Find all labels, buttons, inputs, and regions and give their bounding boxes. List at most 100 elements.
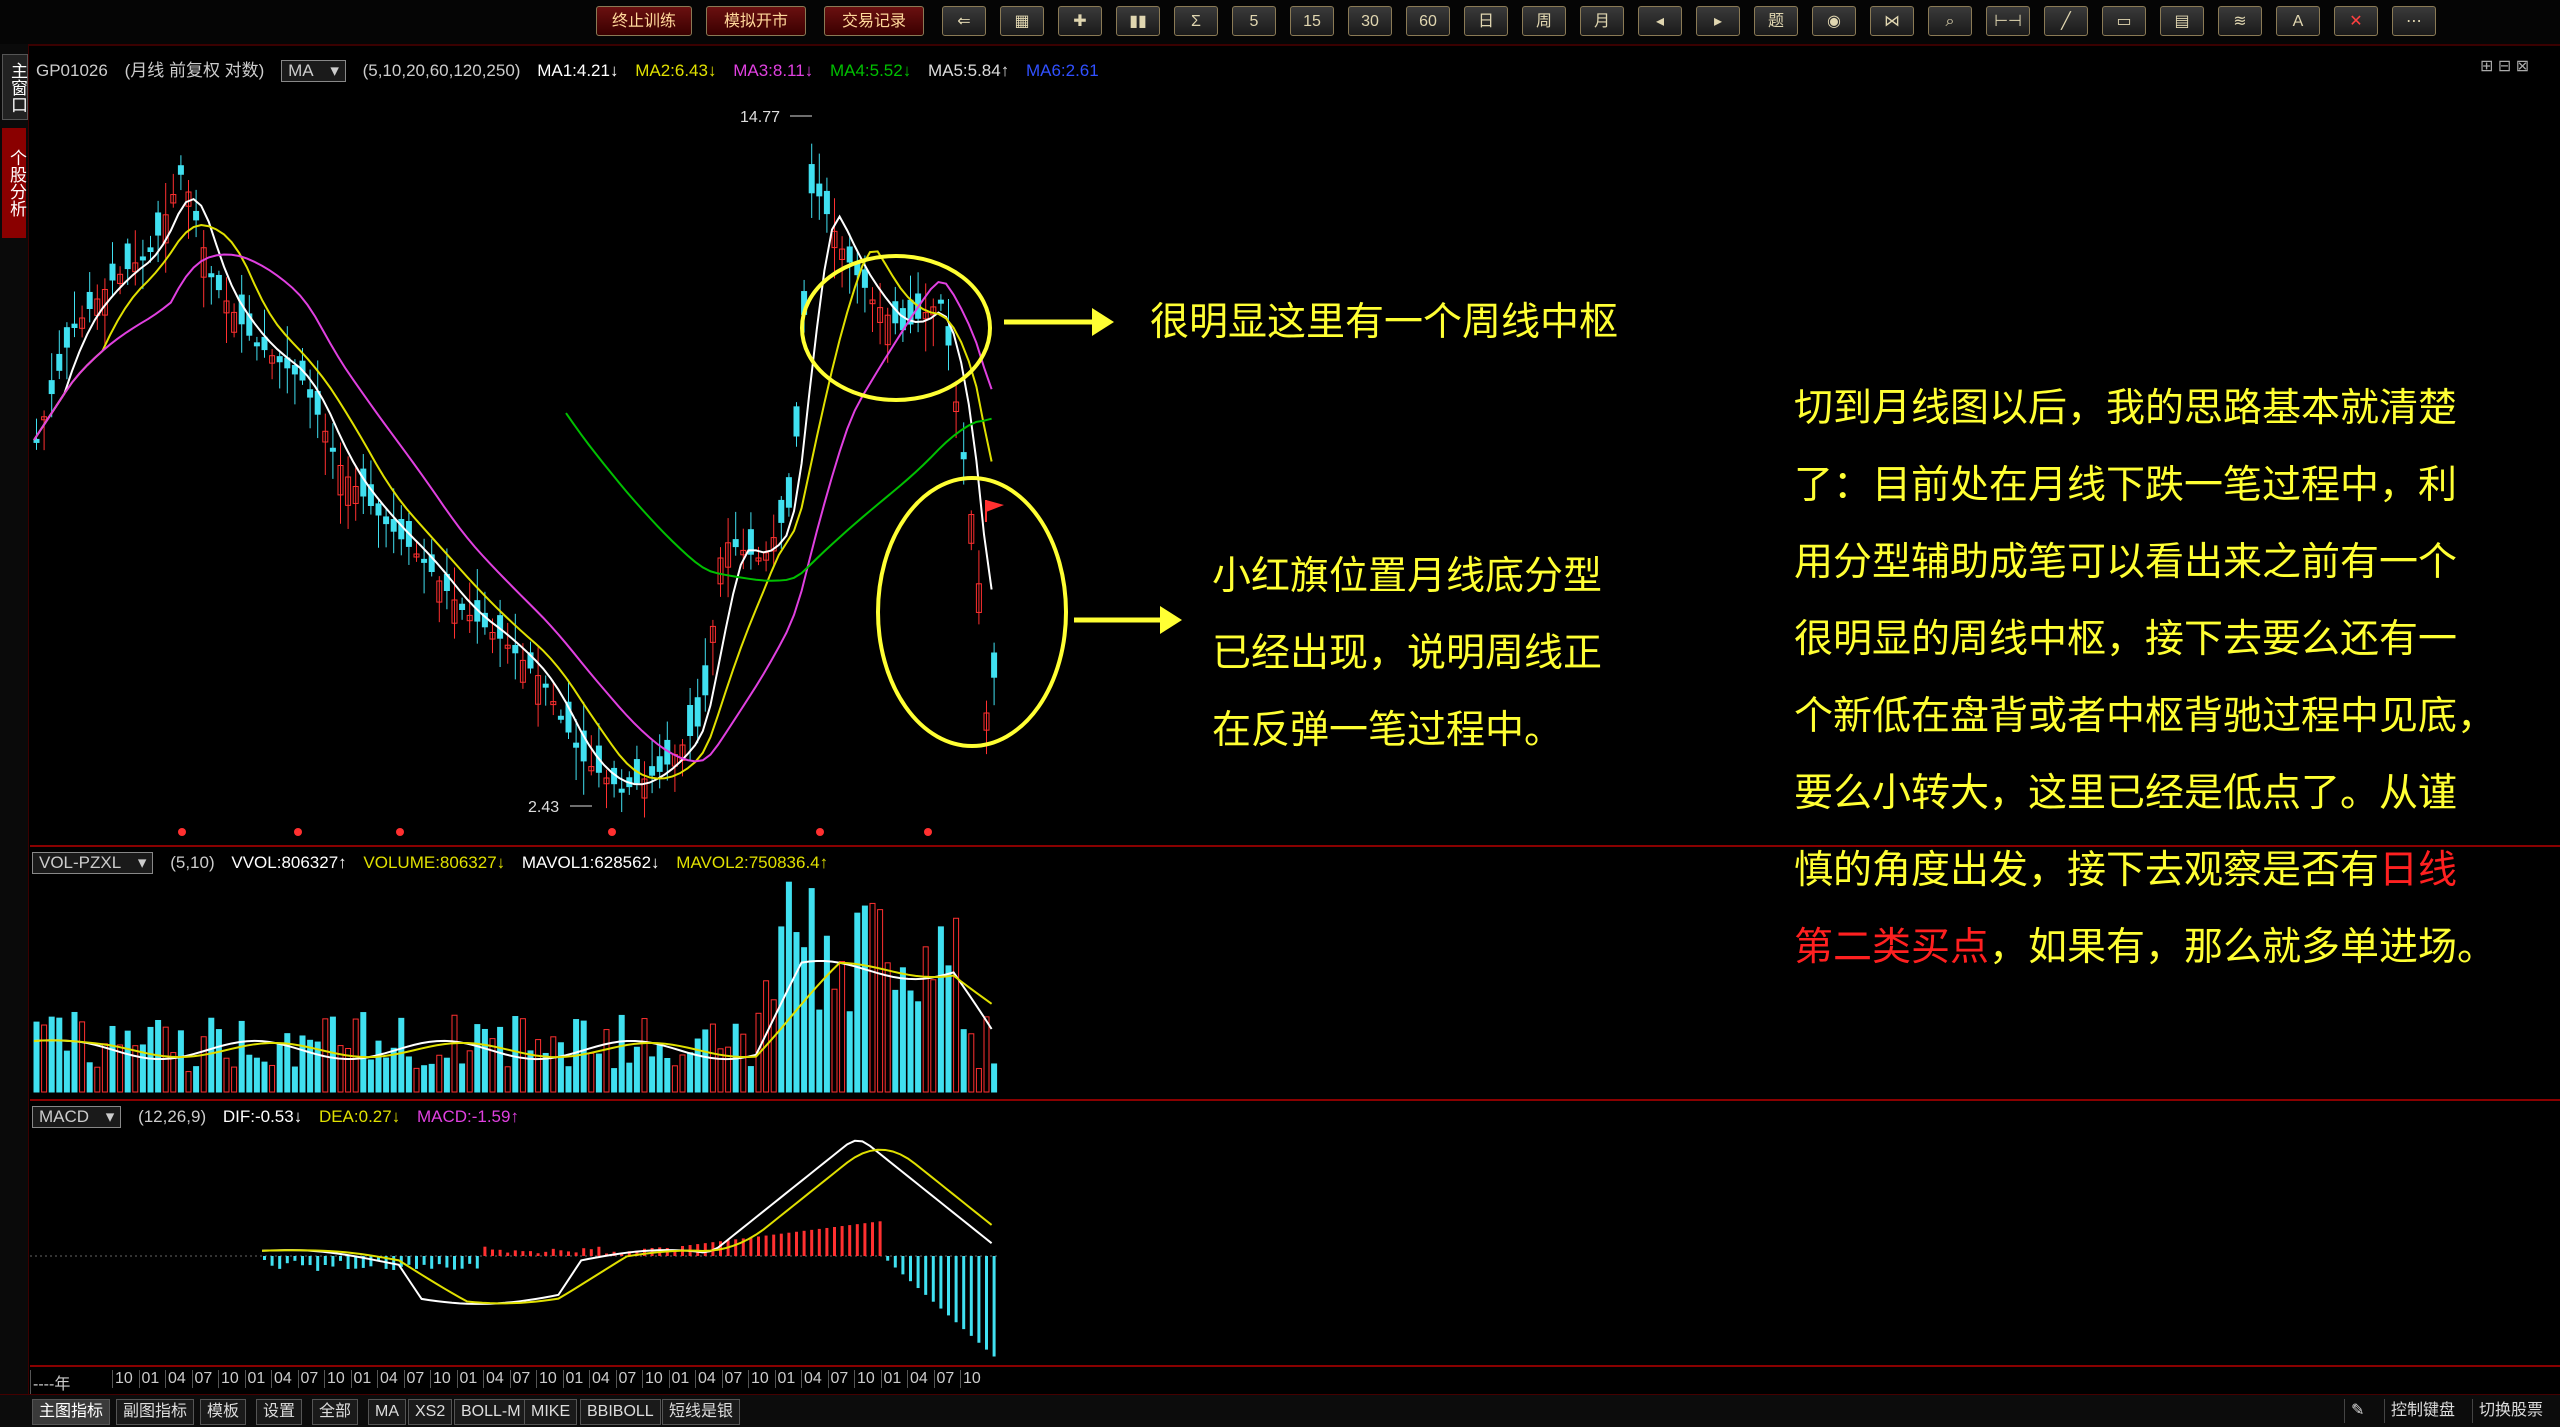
tab-stock-analysis[interactable]: 个股分析 bbox=[2, 128, 26, 238]
window-controls[interactable]: ⊞ ⊟ ⊠ bbox=[2480, 58, 2530, 75]
candle bbox=[573, 742, 580, 748]
stop-training-button[interactable]: 终止训练 bbox=[596, 6, 692, 36]
time-axis-label: 04 bbox=[695, 1370, 716, 1388]
toolbar-button[interactable]: 15 bbox=[1290, 6, 1334, 36]
volume-bar bbox=[527, 1050, 534, 1093]
candle bbox=[565, 701, 572, 733]
candle bbox=[983, 712, 990, 731]
volume-bar bbox=[291, 1066, 298, 1093]
keyboard-control-button[interactable]: 控制键盘 bbox=[2384, 1399, 2461, 1423]
volume-bar bbox=[101, 1043, 108, 1093]
volume-bar bbox=[504, 1066, 511, 1093]
back-arrow-icon[interactable]: ⇐ bbox=[942, 6, 986, 36]
volume-bar bbox=[314, 1041, 321, 1093]
candle bbox=[139, 256, 146, 261]
volume-bar bbox=[877, 909, 884, 1093]
rect-icon[interactable]: ▭ bbox=[2102, 6, 2146, 36]
time-axis-label: 01 bbox=[350, 1370, 371, 1388]
volume-bar bbox=[512, 1016, 519, 1093]
candle bbox=[162, 214, 169, 244]
annotation-line: 很明显的周线中枢，接下去要么还有一 bbox=[1794, 617, 2458, 662]
prev-icon[interactable]: ◂ bbox=[1638, 6, 1682, 36]
ma3-line bbox=[33, 253, 993, 763]
next-icon[interactable]: ▸ bbox=[1696, 6, 1740, 36]
candle bbox=[732, 539, 739, 548]
toolbar-button[interactable]: A bbox=[2276, 6, 2320, 36]
bottom-tab[interactable]: 短线是银 bbox=[662, 1399, 741, 1425]
volume-bar bbox=[451, 1014, 458, 1093]
volume-bar bbox=[56, 1017, 63, 1093]
bottom-tab[interactable]: MIKE bbox=[524, 1399, 578, 1425]
eye-icon[interactable]: ◉ bbox=[1812, 6, 1856, 36]
candle bbox=[231, 311, 238, 333]
candle bbox=[527, 652, 534, 669]
toolbar-button[interactable]: 5 bbox=[1232, 6, 1276, 36]
fractal-marker bbox=[294, 828, 302, 836]
volume-bar bbox=[284, 1033, 291, 1093]
volume-bar bbox=[725, 1046, 732, 1093]
close-x-icon[interactable]: ✕ bbox=[2334, 6, 2378, 36]
time-axis-label: 01 bbox=[562, 1370, 583, 1388]
main-indicator-select[interactable]: MA ▾ bbox=[281, 60, 346, 82]
magnify-icon[interactable]: ⌕ bbox=[1928, 6, 1972, 36]
candle bbox=[861, 269, 868, 288]
tab-main-window[interactable]: 主窗口 bbox=[2, 54, 28, 120]
volume-bar bbox=[215, 1029, 222, 1093]
candle bbox=[656, 756, 663, 772]
bottom-tab[interactable]: 模板 bbox=[200, 1399, 247, 1425]
candle bbox=[937, 299, 944, 304]
range-icon[interactable]: ⊢⊣ bbox=[1986, 6, 2030, 36]
cross-icon[interactable]: ✚ bbox=[1058, 6, 1102, 36]
volume-bar bbox=[801, 947, 808, 1093]
sigma-icon[interactable]: Σ bbox=[1174, 6, 1218, 36]
more-icon[interactable]: ⋯ bbox=[2392, 6, 2436, 36]
vol-indicator-select[interactable]: VOL-PZXL ▾ bbox=[32, 852, 154, 874]
toolbar-button[interactable]: 月 bbox=[1580, 6, 1624, 36]
volume-bar bbox=[238, 1020, 245, 1093]
candle bbox=[383, 516, 390, 525]
simulate-open-button[interactable]: 模拟开市 bbox=[706, 6, 806, 36]
pen-icon[interactable]: ✎ bbox=[2344, 1399, 2370, 1423]
candle bbox=[808, 164, 815, 194]
volume-bar bbox=[71, 1011, 78, 1093]
volume-bar bbox=[307, 1039, 314, 1093]
bottom-tab[interactable]: MA bbox=[368, 1399, 406, 1425]
toolbar-button[interactable]: 日 bbox=[1464, 6, 1508, 36]
candle bbox=[63, 327, 70, 348]
volume-bar bbox=[603, 1029, 610, 1093]
bottom-tab[interactable]: XS2 bbox=[408, 1399, 453, 1425]
volume-bar bbox=[960, 1029, 967, 1093]
grid2-icon[interactable]: ▤ bbox=[2160, 6, 2204, 36]
trade-record-button[interactable]: 交易记录 bbox=[824, 6, 924, 36]
toolbar-button[interactable]: 题 bbox=[1754, 6, 1798, 36]
candle-icon[interactable]: ▮▮ bbox=[1116, 6, 1160, 36]
bottom-tab[interactable]: 副图指标 bbox=[116, 1399, 195, 1425]
volume-bar bbox=[930, 979, 937, 1093]
line-icon[interactable]: ╱ bbox=[2044, 6, 2088, 36]
volume-bar bbox=[94, 1066, 101, 1093]
candle bbox=[261, 336, 268, 351]
fib-icon[interactable]: ≋ bbox=[2218, 6, 2262, 36]
bottom-fractal-circle bbox=[876, 476, 1068, 748]
volume-bar bbox=[48, 1016, 55, 1093]
candle bbox=[269, 355, 276, 364]
candle bbox=[238, 294, 245, 325]
toolbar-button[interactable]: 30 bbox=[1348, 6, 1392, 36]
volume-bar bbox=[261, 1061, 268, 1093]
bowtie-icon[interactable]: ⋈ bbox=[1870, 6, 1914, 36]
grid-icon[interactable]: ▦ bbox=[1000, 6, 1044, 36]
candle bbox=[117, 273, 124, 284]
bottom-tab[interactable]: 主图指标 bbox=[32, 1399, 111, 1425]
bottom-tab[interactable]: 全部 bbox=[312, 1399, 359, 1425]
toolbar-button[interactable]: 周 bbox=[1522, 6, 1566, 36]
candle bbox=[155, 212, 162, 236]
bottom-tab[interactable]: 设置 bbox=[256, 1399, 303, 1425]
bottom-tab[interactable]: BOLL-M bbox=[454, 1399, 528, 1425]
period-label: (月线 前复权 对数) bbox=[124, 61, 265, 80]
switch-stock-button[interactable]: 切换股票 bbox=[2472, 1399, 2549, 1423]
volume-bar bbox=[550, 1036, 557, 1093]
toolbar-button[interactable]: 60 bbox=[1406, 6, 1450, 36]
macd-indicator-select[interactable]: MACD ▾ bbox=[32, 1106, 122, 1128]
bottom-tab[interactable]: BBIBOLL bbox=[580, 1399, 661, 1425]
